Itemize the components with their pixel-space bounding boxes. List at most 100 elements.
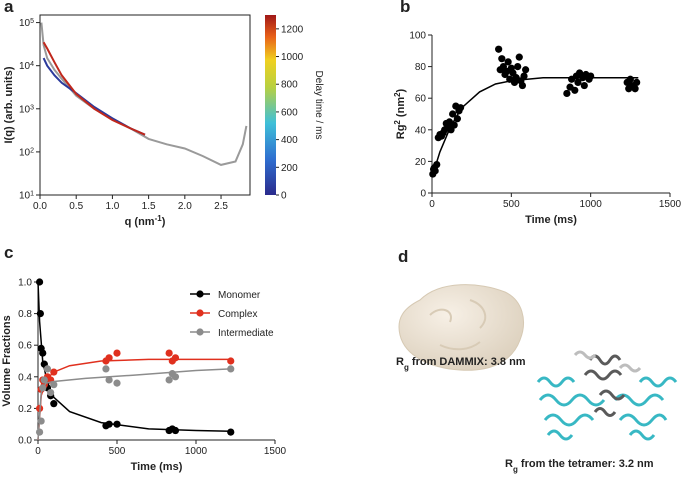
x-tick-label: 500: [109, 446, 126, 457]
panel-label: d: [398, 247, 408, 266]
label-part: (nm: [395, 97, 407, 120]
data-point: [37, 417, 45, 425]
data-point: [36, 310, 44, 318]
data-point: [522, 66, 530, 74]
x-tick-label: 1.0: [105, 201, 119, 212]
data-point: [35, 278, 44, 286]
y-tick-label: 20: [415, 157, 427, 168]
label-part: g: [513, 465, 518, 474]
series-line: [37, 368, 231, 441]
data-point: [113, 349, 121, 357]
tick-base: 10: [19, 147, 31, 158]
data-point: [574, 78, 582, 86]
tick-exponent: 5: [30, 18, 34, 25]
data-point: [515, 53, 523, 61]
label-part: R: [505, 458, 513, 470]
plot-frame: [39, 14, 251, 196]
data-point: [227, 357, 235, 365]
data-point: [498, 55, 506, 63]
caption: Rg from DAMMIX: 3.8 nm: [396, 356, 526, 372]
data-point: [113, 379, 121, 387]
tick-base: 0.0: [18, 436, 32, 447]
y-axis-label: Volume Fractions: [1, 315, 13, 406]
panel-label: b: [400, 0, 410, 16]
label-part: ): [395, 88, 407, 92]
data-point: [50, 400, 58, 408]
data-point: [633, 78, 641, 86]
data-point: [35, 428, 44, 436]
legend-marker: [196, 309, 204, 317]
series-line: [40, 22, 248, 166]
legend-label: Complex: [218, 309, 257, 320]
legend-label: Monomer: [218, 290, 261, 301]
x-tick-label: 1000: [580, 199, 603, 210]
label-part: R: [396, 356, 404, 368]
tick-base: 0.2: [18, 404, 32, 415]
label-part: q (nm: [125, 216, 155, 228]
tetramer-structure: [536, 350, 678, 441]
x-tick-label: 2.5: [214, 201, 228, 212]
label-part: from DAMMIX: 3.8 nm: [409, 356, 526, 368]
panel-label: c: [4, 243, 13, 262]
caption: Rg from the tetramer: 3.2 nm: [505, 458, 654, 474]
x-tick-label: 1.5: [142, 201, 156, 212]
y-tick-label: 103: [19, 104, 34, 116]
dammix-envelope: [398, 284, 524, 371]
data-point: [631, 85, 639, 93]
series-line: [37, 358, 231, 441]
tick-exponent: 4: [30, 61, 34, 68]
y-tick-label: 0.6: [18, 341, 32, 352]
x-axis-label: Time (ms): [131, 461, 183, 473]
legend-marker: [196, 328, 204, 336]
legend-marker: [196, 290, 204, 298]
data-point: [165, 349, 173, 357]
x-tick-label: 0.0: [33, 201, 47, 212]
data-point: [514, 63, 522, 71]
data-point: [520, 72, 528, 80]
label-part: I(q) (arb. units): [3, 66, 15, 143]
y-tick-label: 0.2: [18, 404, 32, 415]
data-point: [102, 365, 110, 373]
label-part: ): [162, 216, 166, 228]
y-tick-label: 40: [415, 125, 427, 136]
y-tick-label: 0.8: [18, 309, 32, 320]
x-tick-label: 0.5: [69, 201, 83, 212]
data-point: [626, 75, 634, 83]
label-part: g: [404, 363, 409, 372]
data-point: [587, 72, 595, 80]
data-point: [40, 376, 48, 384]
series-line: [37, 281, 231, 433]
data-point: [50, 368, 58, 376]
tick-exponent: 1: [30, 190, 34, 197]
label-part: 2: [393, 92, 402, 97]
label-part: Volume Fractions: [1, 315, 13, 406]
x-tick-label: 0: [35, 446, 41, 457]
colorbar-tick-label: 1000: [281, 52, 304, 63]
data-point: [171, 354, 180, 362]
x-tick-label: 1500: [659, 199, 682, 210]
data-point: [227, 365, 235, 373]
tick-base: 1.0: [18, 278, 32, 289]
y-tick-label: 1.0: [18, 278, 32, 289]
data-point: [504, 58, 512, 66]
y-tick-label: 80: [415, 62, 427, 73]
data-point: [449, 110, 457, 118]
x-tick-label: 1500: [264, 446, 287, 457]
tick-exponent: 3: [30, 104, 34, 111]
tick-exponent: 2: [30, 147, 34, 154]
data-point: [563, 89, 571, 98]
x-tick-label: 0: [429, 199, 435, 210]
tick-base: 10: [19, 18, 31, 29]
tick-base: 10: [19, 104, 31, 115]
x-tick-label: 1000: [185, 446, 208, 457]
data-point: [227, 428, 235, 436]
y-axis-label: I(q) (arb. units): [3, 66, 15, 143]
y-axis-label: Rg2 (nm2): [393, 88, 408, 139]
tick-base: 10: [19, 191, 31, 202]
series-line: [42, 41, 146, 136]
label-part: 2: [393, 120, 402, 125]
data-point: [50, 381, 58, 389]
y-tick-label: 104: [19, 61, 34, 73]
legend-label: Intermediate: [218, 328, 274, 339]
label-part: from the tetramer: 3.2 nm: [518, 458, 654, 470]
